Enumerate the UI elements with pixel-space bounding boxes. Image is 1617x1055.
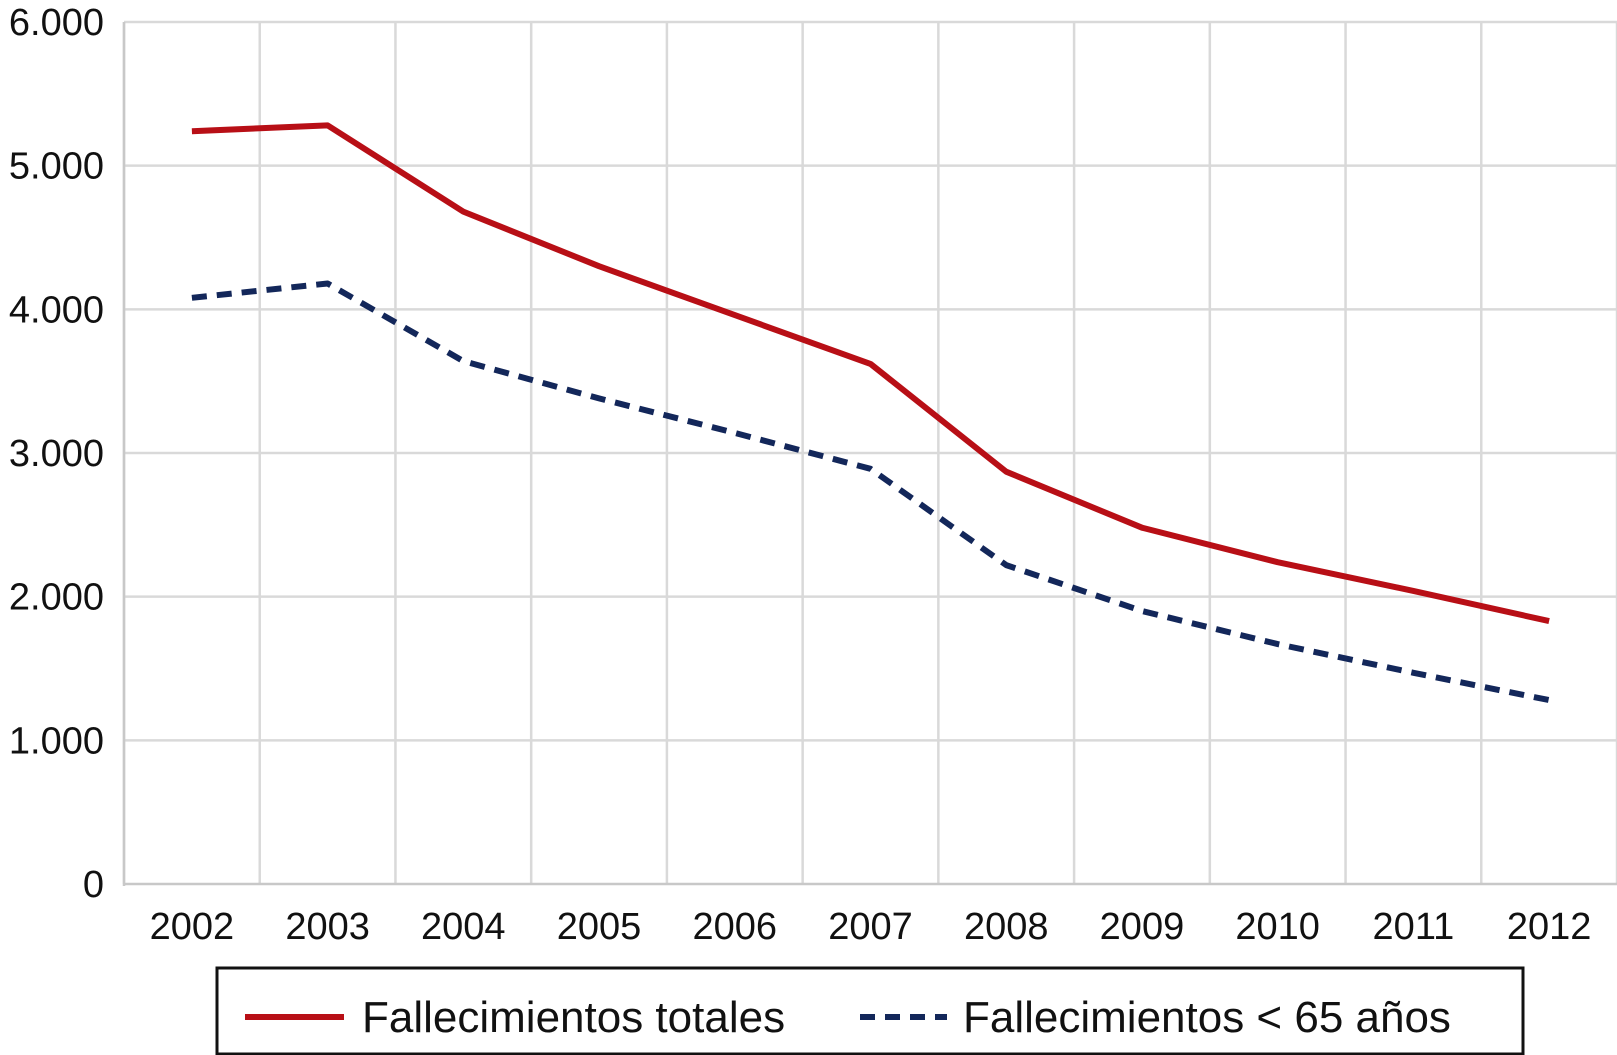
x-tick-label: 2010: [1235, 906, 1320, 948]
x-tick-label: 2011: [1373, 906, 1455, 948]
x-tick-label: 2007: [828, 906, 913, 948]
y-tick-label: 5.000: [9, 146, 104, 188]
data-point: [1546, 618, 1552, 624]
x-tick-label: 2004: [421, 906, 506, 948]
data-point: [325, 122, 331, 128]
data-point: [460, 209, 466, 215]
data-point: [325, 280, 331, 286]
data-point: [868, 361, 874, 367]
y-tick-label: 0: [83, 864, 104, 906]
legend-box: [215, 966, 1525, 1055]
legend: Fallecimientos totales Fallecimientos < …: [215, 966, 1525, 1055]
data-point: [189, 295, 195, 301]
x-tick-label: 2008: [964, 906, 1049, 948]
data-point: [189, 128, 195, 134]
data-point: [596, 395, 602, 401]
data-point: [1139, 608, 1145, 614]
data-point: [1546, 697, 1552, 703]
data-point: [596, 263, 602, 269]
y-axis-ticks: 0 1.000 2.000 3.000 4.000 5.000 6.000: [9, 2, 104, 906]
series-line-under-65: [191, 280, 1550, 704]
y-tick-label: 6.000: [9, 2, 104, 44]
axes: [122, 22, 1617, 886]
x-tick-label: 2006: [692, 906, 777, 948]
x-tick-label: 2009: [1100, 906, 1185, 948]
data-point: [1003, 562, 1009, 568]
data-point: [732, 430, 738, 436]
series-lines: [189, 122, 1552, 704]
legend-label-total: Fallecimientos totales: [362, 993, 785, 1042]
x-axis-ticks: 2002 2003 2004 2005 2006 2007 2008 2009 2010 2011…: [150, 906, 1592, 948]
data-point: [1003, 469, 1009, 475]
data-point: [1410, 588, 1416, 594]
legend-label-under-65: Fallecimientos < 65 años: [963, 993, 1451, 1042]
series-line-total: [191, 122, 1550, 625]
x-tick-label: 2003: [285, 906, 370, 948]
x-tick-label: 2012: [1507, 906, 1592, 948]
data-point: [460, 358, 466, 364]
data-point: [868, 466, 874, 472]
data-point: [1139, 525, 1145, 531]
y-tick-label: 1.000: [9, 720, 104, 762]
y-tick-label: 4.000: [9, 289, 104, 331]
y-tick-label: 2.000: [9, 577, 104, 619]
x-tick-label: 2002: [150, 906, 235, 948]
x-tick-label: 2005: [557, 906, 642, 948]
data-point: [1410, 670, 1416, 676]
data-point: [732, 312, 738, 318]
grid: [122, 20, 1617, 884]
data-point: [1275, 559, 1281, 565]
y-tick-label: 3.000: [9, 433, 104, 475]
data-point: [1275, 641, 1281, 647]
